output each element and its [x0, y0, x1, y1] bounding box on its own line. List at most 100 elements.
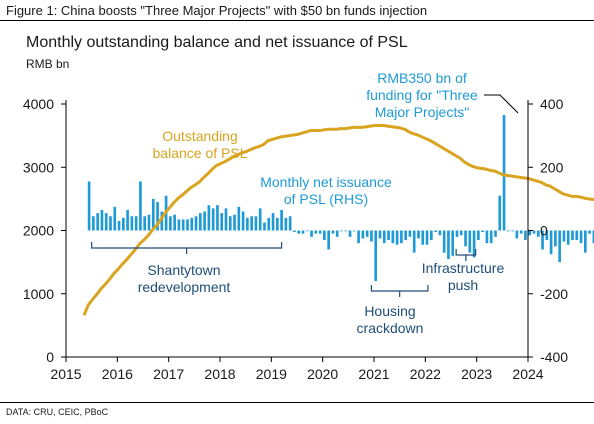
bar-series [87, 115, 594, 282]
net-issuance-bar [481, 230, 484, 233]
rmb350-annotation-line: funding for "Three [366, 87, 478, 103]
infra-bracket [455, 249, 477, 261]
net-issuance-bar [177, 219, 181, 231]
bottom-rule [0, 402, 594, 403]
rmb350-annotation-line: RMB350 bn of [377, 70, 467, 86]
net-issuance-bar [173, 214, 176, 231]
net-issuance-bar [301, 230, 305, 234]
net-issuance-bar [186, 219, 189, 231]
net-issuance-bar [528, 230, 532, 236]
net-issuance-bar [199, 213, 202, 231]
net-issuance-bar [280, 209, 283, 231]
net-issuance-bar [288, 216, 292, 231]
y-right-tick-label: -200 [540, 286, 568, 302]
rmb350-annotation: RMB350 bn of funding for "Three Major Proj… [366, 70, 478, 120]
net-issuance-bar [378, 230, 382, 239]
line-series-label-line: balance of PSL [153, 145, 248, 161]
net-issuance-bar [126, 209, 129, 231]
net-issuance-bar [181, 219, 185, 231]
net-issuance-bar [459, 230, 463, 236]
net-issuance-bar [190, 217, 194, 231]
net-issuance-bar [348, 230, 352, 237]
net-issuance-bar [549, 230, 553, 255]
figure-title: Figure 1: China boosts "Three Major Proj… [6, 3, 428, 18]
net-issuance-bar [194, 216, 198, 231]
net-issuance-bar [263, 222, 266, 231]
net-issuance-bar [502, 115, 506, 231]
x-tick-label: 2017 [153, 366, 184, 382]
net-issuance-bar [156, 202, 159, 231]
net-issuance-bar [293, 230, 296, 233]
bar-series-label-line: of PSL (RHS) [284, 191, 368, 207]
net-issuance-bar [211, 208, 215, 231]
net-issuance-bar [169, 216, 172, 231]
y-left-tick-label: 4000 [23, 96, 54, 112]
shantytown-annotation-line: Shantytown [147, 262, 220, 278]
net-issuance-bar [237, 206, 241, 231]
net-issuance-bar [421, 230, 425, 245]
infra-annotation: Infrastructure push [422, 260, 505, 293]
net-issuance-bar [451, 230, 455, 256]
infra-annotation-line: push [448, 277, 478, 293]
net-issuance-bar [207, 205, 211, 231]
x-tick-label: 2016 [102, 366, 133, 382]
net-issuance-bar [588, 230, 591, 234]
y-left-tick-label: 0 [46, 349, 54, 365]
x-tick-label: 2019 [256, 366, 287, 382]
net-issuance-bar [203, 211, 206, 231]
x-tick-label: 2015 [50, 366, 81, 382]
balance-line [82, 124, 594, 316]
net-issuance-bar [485, 230, 489, 244]
net-issuance-bar [498, 195, 502, 231]
unit-label: RMB bn [26, 57, 70, 71]
y-left-tick-label: 1000 [23, 286, 54, 302]
net-issuance-bar [417, 230, 420, 239]
net-issuance-bar [592, 230, 594, 244]
net-issuance-bar [87, 181, 91, 231]
net-issuance-bar [374, 230, 378, 282]
net-issuance-bar [139, 181, 142, 231]
net-issuance-bar [571, 230, 574, 240]
line-series-label: Outstanding balance of PSL [153, 128, 248, 161]
net-issuance-bar [558, 230, 561, 263]
housing-annotation-line: Housing [364, 303, 415, 319]
net-issuance-bar [216, 205, 219, 231]
net-issuance-bar [382, 230, 386, 244]
net-issuance-bar [284, 217, 288, 231]
net-issuance-bar [143, 216, 147, 231]
infra-annotation-line: Infrastructure [422, 260, 505, 276]
net-issuance-bar [562, 230, 566, 242]
net-issuance-bar [305, 230, 309, 232]
net-issuance-bar [134, 216, 138, 231]
net-issuance-bar [246, 217, 249, 231]
net-issuance-bar [327, 230, 330, 250]
net-issuance-bar [109, 216, 112, 231]
rmb350-annotation-line: Major Projects" [375, 104, 469, 120]
net-issuance-bar [425, 230, 429, 245]
net-issuance-bar [395, 230, 399, 245]
bar-series-label: Monthly net issuance of PSL (RHS) [260, 174, 392, 207]
housing-annotation-line: crackdown [357, 320, 424, 336]
net-issuance-bar [117, 221, 121, 231]
net-issuance-bar [438, 230, 442, 236]
net-issuance-bar [100, 209, 104, 231]
y-left-tick-label: 2000 [23, 223, 54, 239]
y-left-tick-label: 3000 [23, 159, 54, 175]
net-issuance-bar [122, 217, 125, 231]
net-issuance-bar [519, 230, 523, 234]
net-issuance-bar [241, 211, 245, 231]
bar-series-label-line: Monthly net issuance [260, 174, 392, 190]
top-rule [0, 20, 594, 21]
net-issuance-bar [250, 216, 253, 231]
net-issuance-bar [566, 230, 570, 245]
net-issuance-bar [323, 230, 326, 240]
net-issuance-bar [472, 230, 476, 258]
net-issuance-bar [314, 230, 318, 234]
net-issuance-bar [361, 230, 365, 239]
net-issuance-bar [579, 230, 583, 244]
y-right-tick-label: 200 [540, 159, 564, 175]
net-issuance-bar [430, 230, 433, 240]
net-issuance-bar [318, 230, 322, 234]
net-issuance-bar [442, 230, 446, 253]
net-issuance-bar [335, 230, 339, 237]
